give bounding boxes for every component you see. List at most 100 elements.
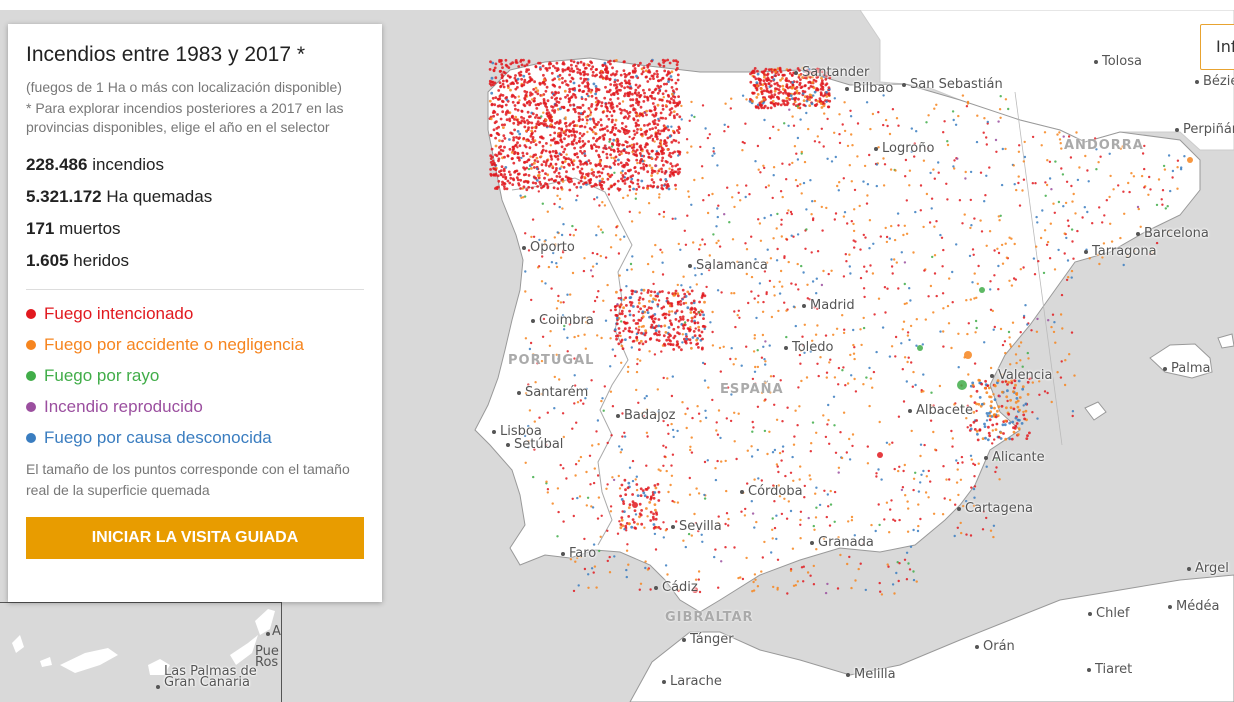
fire-dot xyxy=(993,325,996,329)
fire-dot xyxy=(600,180,604,184)
fire-dot xyxy=(642,491,646,495)
fire-dot xyxy=(558,175,562,179)
fire-dot xyxy=(780,512,784,516)
fire-dot xyxy=(765,77,768,81)
fire-dot xyxy=(616,147,620,151)
fire-dot xyxy=(764,340,767,343)
fire-dot xyxy=(586,114,590,118)
fire-dot xyxy=(727,517,730,521)
fire-dot xyxy=(1042,271,1046,275)
fire-dot xyxy=(604,147,608,151)
fire-dot xyxy=(869,264,872,267)
fire-dot xyxy=(731,196,734,199)
fire-dot xyxy=(738,316,741,319)
fire-dot xyxy=(577,119,581,123)
fire-dot xyxy=(540,163,544,167)
fire-dot xyxy=(541,81,544,85)
fire-dot xyxy=(714,548,717,551)
city-name: Logroño xyxy=(882,141,935,156)
fire-dot xyxy=(653,97,657,101)
fire-dot xyxy=(966,404,969,407)
fire-dot xyxy=(599,254,602,258)
fire-dot xyxy=(651,90,655,94)
legend-item-unknown[interactable]: Fuego por causa desconocida xyxy=(26,422,364,453)
fire-dot xyxy=(636,305,640,309)
fire-dot xyxy=(863,265,866,268)
fire-dot xyxy=(583,150,586,153)
fire-dot xyxy=(636,127,639,131)
fire-dot xyxy=(617,158,620,162)
fire-dot xyxy=(1009,345,1013,348)
fire-dot xyxy=(760,100,763,103)
fire-dot xyxy=(558,167,562,171)
fire-dot xyxy=(818,141,821,144)
fire-dot xyxy=(652,512,655,516)
fire-dot xyxy=(1119,236,1122,240)
fire-dot xyxy=(893,238,897,242)
fire-dot xyxy=(564,95,567,99)
fire-dot xyxy=(517,137,521,141)
fire-dot xyxy=(671,129,675,133)
fire-dot xyxy=(606,283,609,287)
fire-dot xyxy=(806,297,809,300)
fire-dot xyxy=(910,150,913,153)
fire-dot xyxy=(531,136,535,139)
fire-dot xyxy=(771,451,775,454)
fire-dot xyxy=(568,73,571,77)
fire-dot xyxy=(650,306,653,310)
fire-dot xyxy=(653,140,656,143)
fire-dot xyxy=(929,480,932,483)
fire-dot xyxy=(624,296,628,300)
legend-item-reproduced[interactable]: Incendio reproducido xyxy=(26,391,364,422)
fire-dot xyxy=(566,108,570,112)
fire-dot xyxy=(715,421,718,424)
fire-dot xyxy=(639,513,643,517)
fire-dot xyxy=(601,110,605,114)
fire-dot xyxy=(544,161,548,165)
fire-dot xyxy=(808,80,812,84)
fire-dot xyxy=(574,64,578,68)
fire-dot xyxy=(1053,211,1057,214)
fire-dot xyxy=(513,170,516,174)
fire-dot xyxy=(993,274,996,277)
fire-dot xyxy=(826,582,829,586)
fire-dot xyxy=(1176,159,1180,162)
fire-dot xyxy=(583,72,587,76)
city-dot xyxy=(957,506,961,511)
fire-dot xyxy=(1066,259,1070,262)
fire-dot xyxy=(1016,405,1020,409)
fire-dot xyxy=(622,163,626,167)
legend-item-lightning[interactable]: Fuego por rayo xyxy=(26,360,364,391)
fire-dot xyxy=(693,512,696,516)
fire-dot xyxy=(618,312,622,316)
fire-dot xyxy=(667,187,671,191)
fire-dot xyxy=(551,105,555,109)
fire-dot xyxy=(638,211,641,214)
legend-item-accident[interactable]: Fuego por accidente o negligencia xyxy=(26,329,364,360)
fire-dot xyxy=(555,307,559,310)
canary-islands-inset[interactable]: A Pue Ros Las Palmas de Gran Canaria xyxy=(0,602,282,702)
fire-dot xyxy=(697,492,701,495)
info-button[interactable]: Inf xyxy=(1200,24,1234,70)
fire-dot xyxy=(1064,359,1067,362)
start-guided-tour-button[interactable]: INICIAR LA VISITA GUIADA xyxy=(26,517,364,559)
fire-dot xyxy=(708,254,711,257)
fire-dot xyxy=(575,185,579,189)
fire-dot xyxy=(615,59,618,62)
fire-dot xyxy=(756,72,760,76)
fire-dot xyxy=(1014,278,1017,281)
fire-dot xyxy=(1052,202,1055,205)
fire-dot xyxy=(654,508,657,512)
fire-dot xyxy=(542,123,545,126)
fire-dot xyxy=(740,364,743,367)
legend-item-intentional[interactable]: Fuego intencionado xyxy=(26,298,364,329)
fire-dot xyxy=(852,229,856,233)
fire-dot xyxy=(598,204,601,207)
fire-dot xyxy=(513,152,516,156)
fire-dot xyxy=(716,207,719,210)
fire-dot xyxy=(1035,330,1039,333)
fire-dot xyxy=(1015,422,1019,425)
fire-dot xyxy=(618,487,622,490)
fire-dot xyxy=(1139,225,1142,228)
fire-dot xyxy=(696,405,699,408)
